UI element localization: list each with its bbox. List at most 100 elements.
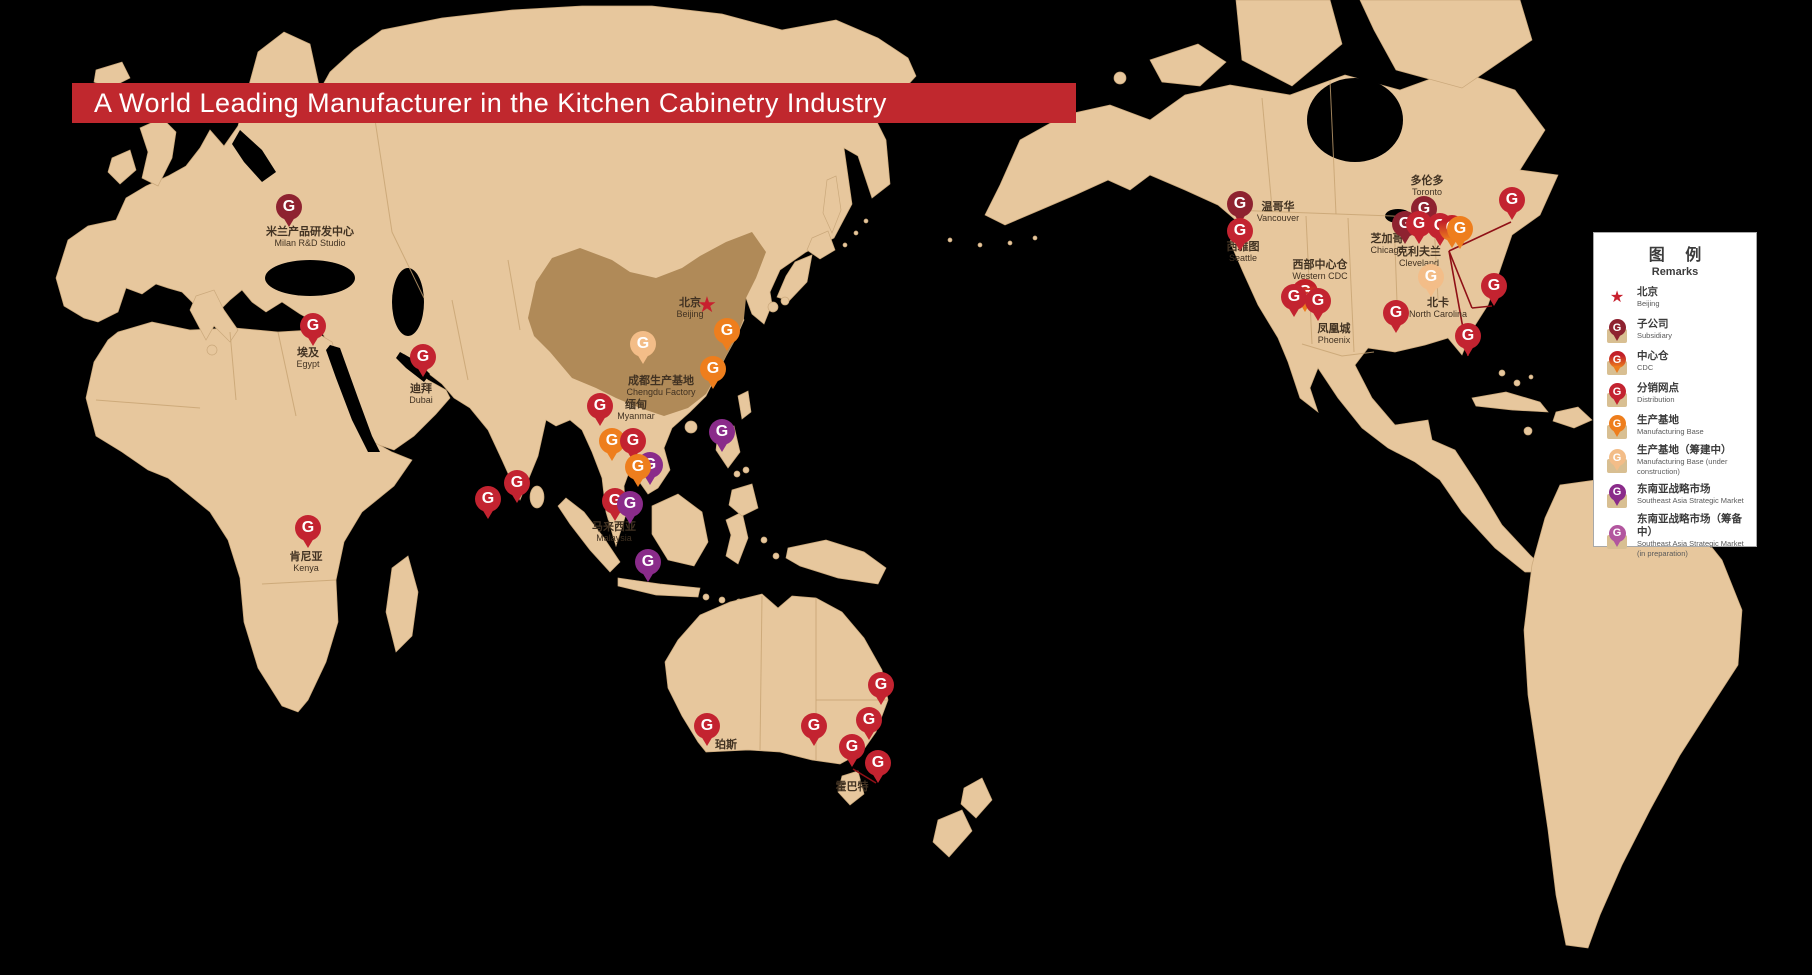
location-pin-jakarta: G: [635, 549, 661, 583]
landmass-tasmania: [837, 770, 865, 806]
landmass-north-america: [984, 69, 1559, 573]
location-pin-perth: G: [694, 713, 720, 747]
sea_market_prep-pin-icon: G: [1602, 522, 1632, 549]
landmass-ireland: [107, 149, 137, 185]
manufacturing-pin-icon: G: [1602, 412, 1632, 439]
landmass-madagascar: [385, 555, 419, 653]
map-label-beijing: 北京 Beijing: [676, 297, 704, 320]
subsidiary-pin-icon: G: [1602, 316, 1632, 343]
legend-item-sea_market: G 东南亚战略市场 Southeast Asia Strategic Market: [1602, 481, 1748, 508]
location-pin-thailand-dist: G: [620, 428, 646, 462]
title-banner: A World Leading Manufacturer in the Kitc…: [72, 83, 1076, 123]
cdc-pin-icon: G: [1602, 348, 1632, 375]
location-pin-texas: G: [1383, 300, 1409, 334]
legend-item-distribution: G 分销网点 Distribution: [1602, 380, 1748, 407]
map-label-dubai: 迪拜 Dubai: [409, 383, 433, 406]
legend-item-text: 子公司 Subsidiary: [1637, 318, 1673, 341]
location-pin-dubai: G: [410, 344, 436, 378]
legend-item-subsidiary: G 子公司 Subsidiary: [1602, 316, 1748, 343]
hudson-bay: [1307, 78, 1403, 162]
map-label-toronto: 多伦多 Toronto: [1410, 175, 1444, 198]
landmass-taiwan: [737, 390, 752, 420]
landmass-eurasia: [55, 5, 917, 548]
landmass-sri-lanka: [529, 485, 545, 509]
legend-panel: 图 例 Remarks ★ 北京 Beijing G 子公司 Subsidiary G 中心仓…: [1593, 232, 1757, 558]
location-pin-seattle: G: [1227, 218, 1253, 252]
legend-item-text: 中心仓 CDC: [1637, 350, 1669, 373]
landmass-hainan: [684, 420, 698, 434]
legend-item-manufacturing_uc: G 生产基地（筹建中） Manufacturing Base (under cons…: [1602, 444, 1748, 476]
location-pin-cleveland-3: G: [1447, 216, 1473, 250]
map-label-egypt: 埃及 Egypt: [296, 347, 320, 370]
landmass-kyushu: [767, 301, 779, 313]
red-sea: [326, 345, 380, 452]
caspian-sea: [392, 268, 424, 336]
banner-title: A World Leading Manufacturer in the Kitc…: [94, 87, 887, 118]
legend-items: ★ 北京 Beijing G 子公司 Subsidiary G 中心仓 CDC G 分销网点 Dist…: [1602, 284, 1748, 558]
landmasses: [55, 0, 1743, 949]
connection-line-1: [1448, 250, 1473, 309]
landmass-australia: [664, 593, 889, 765]
location-pin-vietnam-mfg: G: [625, 454, 651, 488]
map-label-malaysia: 马来西亚 Malaysia: [592, 521, 636, 544]
map-label-vancouver: 温哥华 Vancouver: [1256, 201, 1300, 224]
landmass-italy: [189, 289, 239, 343]
landmass-greenland: [1359, 0, 1533, 89]
landmass-sicily: [206, 344, 218, 356]
landmass-mindanao: [728, 483, 759, 517]
landmass-visayas: [733, 470, 741, 478]
location-pin-atlantic: G: [1481, 273, 1507, 307]
landmass-shikoku: [780, 296, 790, 306]
legend-item-text: 生产基地（筹建中） Manufacturing Base (under const…: [1637, 444, 1732, 476]
map-label-phoenix: 凤凰城 Phoenix: [1317, 323, 1351, 346]
map-label-cleveland: 克利夫兰 Cleveland: [1397, 246, 1441, 269]
distribution-pin-icon: G: [1602, 380, 1632, 407]
legend-item-text: 东南亚战略市场 Southeast Asia Strategic Market: [1637, 483, 1744, 506]
location-pin-chicago-2: G: [1406, 211, 1432, 245]
legend-item-text: 分销网点 Distribution: [1637, 382, 1679, 405]
legend-item-text: 北京 Beijing: [1637, 286, 1660, 309]
map-label-north-carolina: 北卡 North Carolina: [1408, 297, 1468, 320]
map-label-western-cdc: 西部中心仓 Western CDC: [1292, 259, 1348, 282]
location-pin-milan: G: [276, 194, 302, 228]
legend-item-star: ★ 北京 Beijing: [1602, 284, 1748, 311]
landmass-hispaniola: [1552, 406, 1593, 429]
location-pin-western-cdc-1: G: [1281, 284, 1307, 318]
location-pin-sydney: G: [856, 707, 882, 741]
landmass-hokkaido: [806, 230, 836, 260]
landmass-baffin: [1235, 0, 1343, 87]
location-pin-luzon: G: [709, 419, 735, 453]
landmass-africa: [85, 321, 413, 713]
location-pin-northeast: G: [1499, 187, 1525, 221]
map-label-kenya: 肯尼亚 Kenya: [289, 551, 323, 574]
legend-item-text: 生产基地 Manufacturing Base: [1637, 414, 1704, 437]
location-pin-indian-ocean: G: [475, 486, 501, 520]
legend-item-sea_market_prep: G 东南亚战略市场（筹备中） Southeast Asia Strategic Ma…: [1602, 513, 1748, 558]
location-pin-east-china-1: G: [714, 318, 740, 352]
location-pin-east-china-2: G: [700, 356, 726, 390]
legend-item-cdc: G 中心仓 CDC: [1602, 348, 1748, 375]
landmass-new-guinea: [785, 539, 887, 585]
sea_market-pin-icon: G: [1602, 481, 1632, 508]
landmass-java: [617, 577, 701, 598]
location-pin-chengdu: G: [630, 331, 656, 365]
landmass-visayas-2: [742, 466, 750, 474]
black-sea: [265, 260, 355, 296]
location-pin-myanmar: G: [587, 393, 613, 427]
map-label-myanmar: 缅甸 Myanmar: [617, 399, 655, 422]
location-pin-india-south: G: [504, 470, 530, 504]
location-pin-adelaide: G: [801, 713, 827, 747]
map-label-perth: 珀斯: [715, 739, 737, 751]
landmass-arctic-isle-2: [1113, 71, 1127, 85]
landmass-sumatra: [557, 497, 621, 573]
location-pin-vancouver: G: [1227, 191, 1253, 225]
map-label-hobart: 霍巴特: [835, 781, 869, 793]
landmass-nz-north: [960, 777, 993, 819]
legend-item-text: 东南亚战略市场（筹备中） Southeast Asia Strategic Mar…: [1637, 512, 1744, 558]
legend-item-manufacturing: G 生产基地 Manufacturing Base: [1602, 412, 1748, 439]
landmass-sakhalin: [822, 175, 842, 234]
map-label-milan: 米兰产品研发中心 Milan R&D Studio: [266, 226, 354, 249]
legend-title-zh: 图 例: [1648, 247, 1710, 264]
